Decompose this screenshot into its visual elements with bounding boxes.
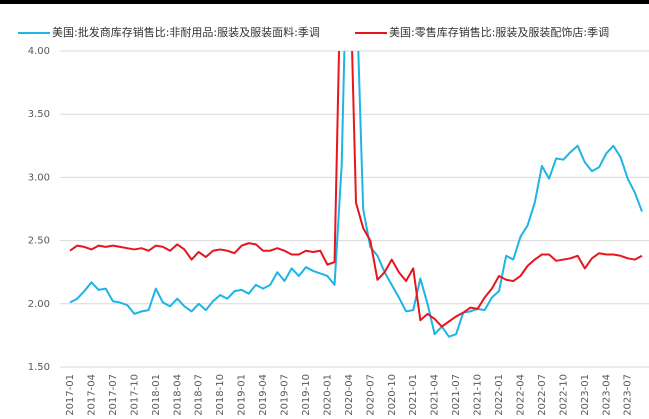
x-tick-label: 2021-07 bbox=[451, 374, 462, 416]
x-tick-label: 2020-07 bbox=[365, 374, 376, 416]
x-tick-label: 2020-01 bbox=[322, 374, 333, 416]
x-tick-label: 2021-04 bbox=[430, 374, 441, 416]
x-tick-label: 2022-01 bbox=[494, 374, 505, 416]
x-tick-label: 2021-01 bbox=[408, 374, 419, 416]
x-tick-label: 2020-10 bbox=[387, 374, 398, 416]
grid bbox=[60, 50, 649, 368]
x-tick-label: 2022-07 bbox=[537, 374, 548, 416]
x-tick-label: 2023-04 bbox=[601, 374, 612, 416]
x-tick-label: 2020-04 bbox=[344, 374, 355, 416]
x-tick-label: 2022-04 bbox=[515, 374, 526, 416]
x-tick-label: 2017-10 bbox=[129, 374, 140, 416]
y-tick-label: 4.00 bbox=[28, 46, 50, 57]
x-tick-label: 2019-07 bbox=[280, 374, 291, 416]
plot-area bbox=[69, 51, 643, 338]
y-tick-label: 3.50 bbox=[28, 109, 50, 120]
x-tick-label: 2018-04 bbox=[172, 374, 183, 416]
top-border bbox=[0, 0, 649, 4]
y-tick-label: 2.50 bbox=[28, 236, 50, 247]
x-tick-label: 2018-10 bbox=[215, 374, 226, 416]
x-tick-label: 2017-07 bbox=[108, 374, 119, 416]
x-tick-label: 2023-01 bbox=[580, 374, 591, 416]
y-tick-label: 2.00 bbox=[28, 299, 50, 310]
legend-label: 美国:批发商库存销售比:非耐用品:服装及服装面料:季调 bbox=[52, 25, 320, 39]
x-tick-label: 2017-01 bbox=[65, 374, 76, 416]
x-tick-label: 2022-10 bbox=[558, 374, 569, 416]
x-tick-label: 2023-07 bbox=[623, 374, 634, 416]
x-tick-label: 2018-01 bbox=[151, 374, 162, 416]
x-tick-label: 2021-10 bbox=[473, 374, 484, 416]
y-tick-label: 3.00 bbox=[28, 172, 50, 183]
y-tick-label: 1.50 bbox=[28, 362, 50, 373]
x-tick-label: 2017-04 bbox=[86, 374, 97, 416]
x-tick-label: 2019-04 bbox=[258, 374, 269, 416]
legend-label: 美国:零售库存销售比:服装及服装配饰店:季调 bbox=[389, 25, 609, 39]
series-line bbox=[69, 51, 643, 338]
x-tick-label: 2019-10 bbox=[301, 374, 312, 416]
series-line bbox=[69, 51, 643, 328]
x-tick-label: 2019-01 bbox=[237, 374, 248, 416]
x-tick-label: 2018-07 bbox=[194, 374, 205, 416]
